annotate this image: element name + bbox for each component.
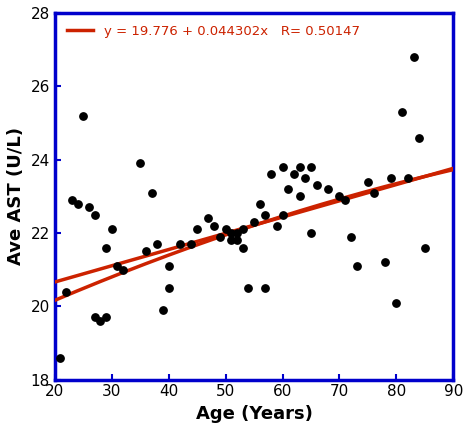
Point <box>142 248 149 255</box>
Point <box>148 189 155 196</box>
Point <box>262 285 269 292</box>
Point <box>79 112 87 119</box>
Point <box>302 175 309 181</box>
Point <box>74 200 81 207</box>
Point <box>205 215 212 222</box>
Point <box>193 226 201 233</box>
Point <box>211 222 218 229</box>
Point <box>227 230 235 236</box>
Point <box>392 299 400 306</box>
Point <box>364 178 372 185</box>
Point <box>290 171 298 178</box>
Point <box>154 240 161 247</box>
Point <box>85 204 93 211</box>
Point <box>233 237 241 244</box>
Point <box>296 163 303 170</box>
Point <box>108 226 116 233</box>
Point <box>136 160 144 167</box>
Point <box>165 285 172 292</box>
Point <box>227 237 235 244</box>
Point <box>410 53 417 60</box>
Point <box>324 185 332 192</box>
Point <box>262 211 269 218</box>
Point <box>307 163 315 170</box>
Point <box>244 285 252 292</box>
Point <box>91 211 98 218</box>
Point <box>216 233 224 240</box>
Point <box>119 266 127 273</box>
Point <box>256 200 264 207</box>
Point <box>96 317 104 324</box>
Point <box>336 193 343 200</box>
Point <box>284 185 292 192</box>
Point <box>222 226 229 233</box>
Point <box>370 189 377 196</box>
Point <box>57 354 64 361</box>
Point <box>307 230 315 236</box>
Point <box>91 314 98 321</box>
X-axis label: Age (Years): Age (Years) <box>196 405 313 423</box>
Y-axis label: Ave AST (U/L): Ave AST (U/L) <box>7 127 25 265</box>
Point <box>102 244 110 251</box>
Point <box>102 314 110 321</box>
Point <box>273 222 281 229</box>
Point <box>239 226 246 233</box>
Point <box>239 244 246 251</box>
Point <box>279 211 286 218</box>
Point <box>296 193 303 200</box>
Point <box>165 263 172 270</box>
Point <box>63 288 70 295</box>
Point <box>279 163 286 170</box>
Legend: y = 19.776 + 0.044302x   R= 0.50147: y = 19.776 + 0.044302x R= 0.50147 <box>61 19 365 43</box>
Point <box>159 307 167 313</box>
Point <box>313 182 321 189</box>
Point <box>404 175 412 181</box>
Point <box>233 230 241 236</box>
Point <box>267 171 275 178</box>
Point <box>188 240 195 247</box>
Point <box>176 240 184 247</box>
Point <box>415 134 423 141</box>
Point <box>341 197 349 203</box>
Point <box>68 197 76 203</box>
Point <box>381 259 389 266</box>
Point <box>114 263 121 270</box>
Point <box>387 175 394 181</box>
Point <box>347 233 355 240</box>
Point <box>353 263 360 270</box>
Point <box>399 108 406 115</box>
Point <box>421 244 429 251</box>
Point <box>251 218 258 225</box>
